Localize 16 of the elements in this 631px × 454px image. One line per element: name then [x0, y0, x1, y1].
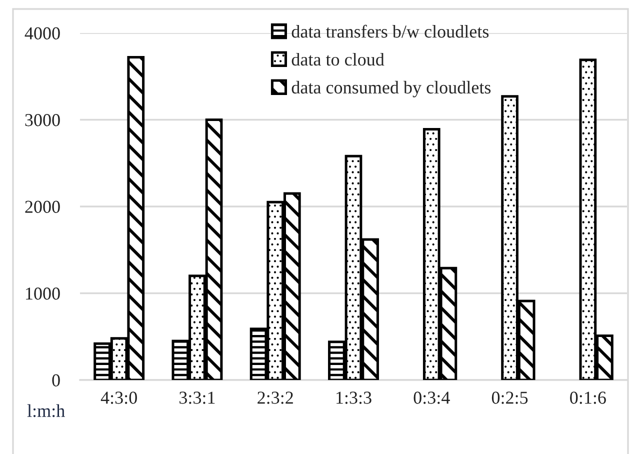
x-tick-label: 1:3:3: [336, 392, 372, 404]
x-tick-label: 0:2:5: [492, 392, 528, 404]
x-tick-label: 0:3:4: [414, 392, 450, 404]
y-tick-label: 4000: [24, 27, 60, 40]
x-tick-label: 2:3:2: [258, 392, 293, 404]
y-tick-label: 0: [52, 374, 60, 386]
legend-label: data to cloud: [292, 52, 384, 66]
x-tick-label: 3:3:1: [180, 392, 215, 404]
x-tick-label: 0:1:6: [570, 392, 606, 404]
x-tick-label: 4:3:0: [100, 392, 137, 404]
x-axis-title: l:m:h: [27, 404, 65, 418]
y-tick-label: 2000: [25, 200, 60, 213]
legend-label: data transfers b/w cloudlets: [292, 24, 489, 38]
legend-label: data consumed by cloudlets: [292, 80, 491, 98]
y-tick-label: 3000: [25, 114, 60, 126]
y-tick-label: 1000: [26, 288, 60, 300]
